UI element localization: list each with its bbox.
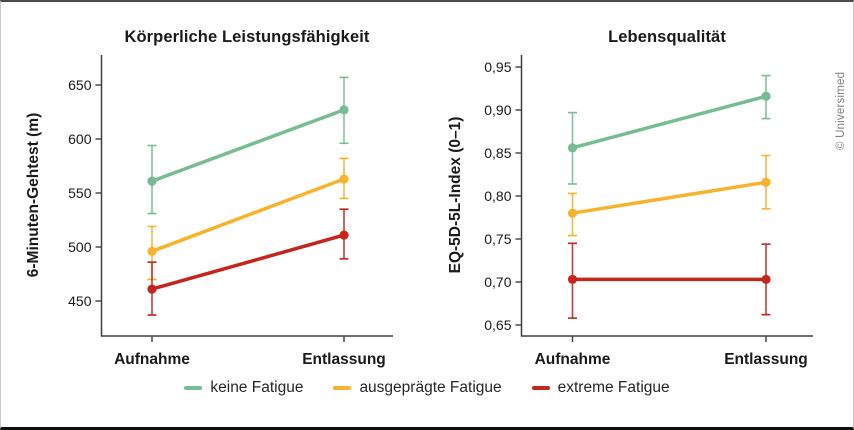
chart-title-physical: Körperliche Leistungsfähigkeit — [124, 28, 370, 46]
legend-dash-green-icon — [184, 386, 203, 390]
legend: keine Fatigue ausgeprägte Fatigue extrem… — [1, 379, 853, 397]
series-line — [570, 94, 768, 150]
x-category-label: Entlassung — [724, 351, 808, 368]
y-tick-label: 450 — [68, 293, 92, 309]
data-point — [339, 230, 349, 240]
chart-title-quality-of-life: Lebensqualität — [608, 28, 726, 46]
series-line — [150, 233, 346, 291]
legend-dash-yellow-icon — [333, 386, 352, 390]
series-line — [150, 177, 346, 254]
legend-label: keine Fatigue — [210, 379, 304, 396]
data-point — [567, 143, 578, 153]
y-axis-label-eq5d: EQ-5D-5L-Index (0–1) — [447, 116, 464, 274]
data-point — [567, 274, 578, 285]
axis-lines — [520, 55, 813, 337]
y-tick-label: 0,90 — [484, 102, 511, 118]
x-category-label: Entlassung — [302, 351, 386, 368]
y-tick-label: 0,75 — [484, 231, 511, 247]
y-tick-label: 550 — [68, 185, 92, 201]
legend-item-extreme-fatigue: extreme Fatigue — [531, 379, 670, 397]
data-point — [339, 105, 349, 115]
legend-label: ausgeprägte Fatigue — [359, 379, 502, 396]
data-point — [339, 174, 349, 184]
legend-dash-red-icon — [531, 386, 550, 390]
data-point — [147, 284, 157, 294]
data-point — [147, 246, 157, 256]
y-tick-label: 0,70 — [484, 274, 511, 290]
x-category-label: Aufnahme — [114, 351, 190, 368]
copyright-credit: © Universimed — [835, 71, 847, 150]
y-tick-label: 500 — [68, 239, 92, 255]
data-point — [567, 208, 578, 218]
y-tick-label: 0,95 — [484, 59, 511, 75]
series-line — [570, 180, 768, 215]
legend-item-ausgepraegte-fatigue: ausgeprägte Fatigue — [333, 379, 502, 397]
axis-lines — [100, 55, 393, 337]
x-category-label: Aufnahme — [535, 351, 611, 368]
data-point — [761, 177, 771, 187]
y-tick-label: 0,65 — [484, 317, 511, 333]
y-tick-label: 0,80 — [484, 188, 511, 204]
y-tick-label: 650 — [68, 77, 92, 93]
data-point — [761, 274, 771, 285]
legend-label: extreme Fatigue — [557, 379, 670, 396]
y-axis-label-walk-test: 6-Minuten-Gehtest (m) — [25, 112, 42, 278]
legend-item-keine-fatigue: keine Fatigue — [184, 379, 303, 397]
y-tick-label: 600 — [68, 131, 92, 147]
y-tick-label: 0,85 — [484, 145, 511, 161]
data-point — [761, 91, 771, 101]
data-point — [147, 176, 157, 186]
series-line — [150, 108, 346, 183]
